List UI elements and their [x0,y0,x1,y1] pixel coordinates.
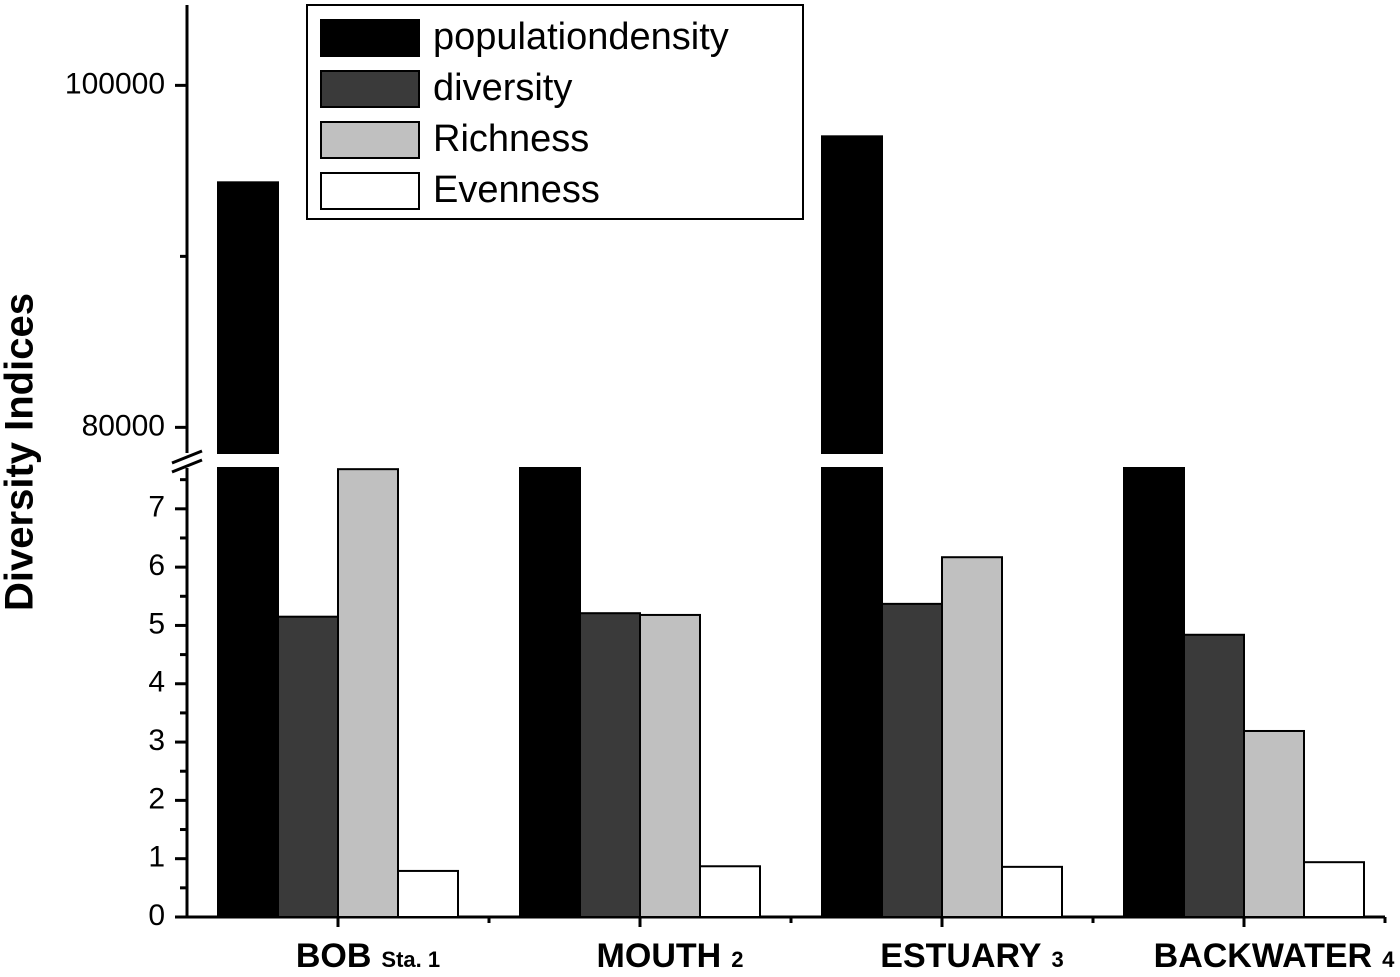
bar [217,181,279,454]
legend-label: populationdensity [433,16,729,58]
x-tick-label: BOB Sta. 1 [296,937,440,975]
bar [1183,633,1245,918]
bar [277,615,339,919]
y-tick-label: 0 [148,899,165,932]
bar [1243,729,1305,918]
bar [519,467,581,918]
axis-break [171,458,203,474]
category-subscript: Sta. 1 [381,947,440,972]
category-subscript: 4 [1382,947,1395,972]
y-tick-label: 1 [148,841,165,874]
category-name: BACKWATER [1154,937,1372,975]
bar [821,467,883,918]
bar [1001,865,1063,918]
category-name: ESTUARY [880,937,1042,975]
category-subscript: 3 [1051,947,1063,972]
y-axis-label: Diversity Indices [0,293,42,611]
category-name: MOUTH [597,937,722,975]
y-tick-label: 7 [148,491,165,524]
bar [579,612,641,918]
bar [699,865,761,919]
legend-label: diversity [433,67,572,109]
y-tick-label: 2 [148,782,165,815]
category-subscript: 2 [731,947,743,972]
y-tick-label: 6 [148,549,165,582]
bar [1123,467,1185,918]
y-tick-label: 100000 [65,67,165,100]
legend-swatch [320,121,420,159]
legend-swatch [320,172,420,210]
legend-label: Richness [433,118,589,160]
legend-label: Evenness [433,169,600,211]
bar [941,556,1003,918]
bar [1303,861,1365,918]
bar [639,613,701,918]
bar [881,602,943,918]
axis-break [171,449,203,465]
y-tick-label: 4 [148,666,165,699]
legend-swatch [320,19,420,57]
y-tick-label: 5 [148,607,165,640]
bar [397,869,459,919]
y-tick-label: 80000 [82,409,165,442]
x-tick-label: ESTUARY 3 [880,937,1063,975]
x-tick-label: MOUTH 2 [597,937,744,975]
bar [821,135,883,454]
x-tick-label: BACKWATER 4 [1154,937,1395,975]
bar [217,467,279,918]
category-name: BOB [296,937,372,975]
bar [337,468,399,918]
legend-swatch [320,70,420,108]
y-tick-label: 3 [148,724,165,757]
